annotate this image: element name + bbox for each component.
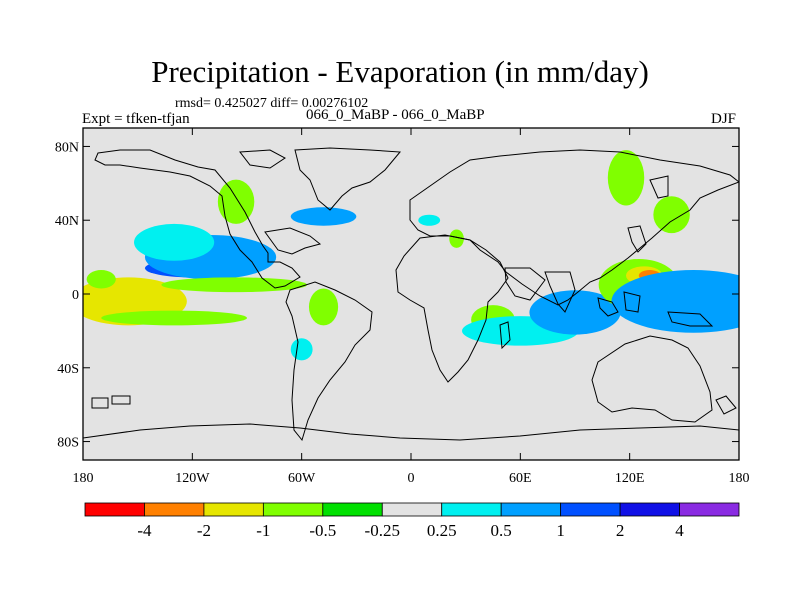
colorbar-swatch [203,502,264,517]
stats-label: rmsd= 0.425027 diff= 0.00276102 [175,96,369,111]
coastline-south-america [285,281,373,442]
map-title: Precipitation - Evaporation (in mm/day) [151,54,649,89]
latitude-axis: 80N 40N 0 40S 80S [55,140,739,451]
coastline-africa [395,234,509,383]
colorbar-label: -2 [197,521,211,540]
lon-tick-label: 120E [615,471,645,486]
colorbar-swatch [84,502,145,517]
coastline-eastern-canada [264,227,322,255]
lon-tick-label: 60W [288,471,316,486]
lon-tick-label: 120W [175,471,210,486]
colorbar-label: -0.25 [365,521,400,540]
colorbar: -4 -2 -1 -0.5 -0.25 0.25 0.5 1 2 4 [84,502,740,540]
colorbar-swatch [262,502,324,517]
colorbar-label: -4 [137,521,152,540]
anomaly-region-6 [134,223,215,261]
anomaly-region-26 [607,150,645,206]
colorbar-label: -1 [256,521,270,540]
runs-label: 066_0_MaBP - 066_0_MaBP [306,107,485,123]
coastline-australia [591,335,713,423]
lon-tick-label: 60E [509,471,532,486]
anomaly-region-8 [161,277,308,293]
anomaly-region-12 [290,207,357,226]
experiment-label: Expt = tfken-tfjan [82,111,190,127]
coastline-antarctic-islands [91,395,131,409]
colorbar-swatch [322,502,383,517]
coastline-greenland [294,147,402,211]
coastline-borneo [623,291,641,313]
colorbar-swatch [144,502,205,517]
lat-tick-label: 80S [57,436,79,451]
anomaly-region-28 [653,196,690,234]
coastline-madagascar [499,321,511,350]
coastline-arabia [504,267,546,301]
anomaly-region-11 [308,288,339,326]
colorbar-label: 4 [675,521,684,540]
lon-tick-label: 180 [73,471,94,486]
colorbar-label: 2 [616,521,625,540]
anomaly-region-19 [529,290,621,335]
coastline-kamchatka [649,175,669,199]
coastline-india [544,271,576,313]
season-label: DJF [711,111,737,127]
coastline-eurasia [409,149,739,306]
colorbar-label: 0.25 [427,521,457,540]
colorbar-swatch [500,502,562,517]
lon-tick-label: 180 [729,471,750,486]
colorbar-swatch [679,502,740,517]
colorbar-swatch [619,502,680,517]
anomaly-region-25 [611,270,739,333]
lat-tick-label: 0 [72,288,79,303]
anomaly-region-7 [86,270,116,289]
lat-tick-label: 40N [55,214,79,229]
coastline-japan [627,225,647,253]
lat-tick-label: 80N [55,140,79,155]
anomaly-region-9 [101,310,247,326]
coastline-north-america [94,149,301,289]
coastlines [83,147,739,460]
anomaly-region-30 [418,214,441,226]
colorbar-swatch [381,502,443,517]
colorbar-swatch [441,502,502,517]
colorbar-swatch [560,502,621,517]
colorbar-label: 0.5 [491,521,512,540]
longitude-axis: 180 120W 60W 0 60E 120E 180 [73,128,750,486]
lon-tick-label: 0 [408,471,415,486]
anomaly-region-29 [449,229,464,248]
anomaly-regions [83,150,739,361]
coastline-new-zealand [715,395,737,415]
coastline-new-guinea [667,311,714,327]
lat-tick-label: 40S [57,362,79,377]
coastline-sumatra [597,297,619,317]
coastline-antarctica [83,423,739,460]
coastline-arctic-islands [239,149,286,169]
colorbar-label: 1 [556,521,565,540]
anomaly-region-13 [290,338,313,361]
colorbar-label: -0.5 [309,521,336,540]
